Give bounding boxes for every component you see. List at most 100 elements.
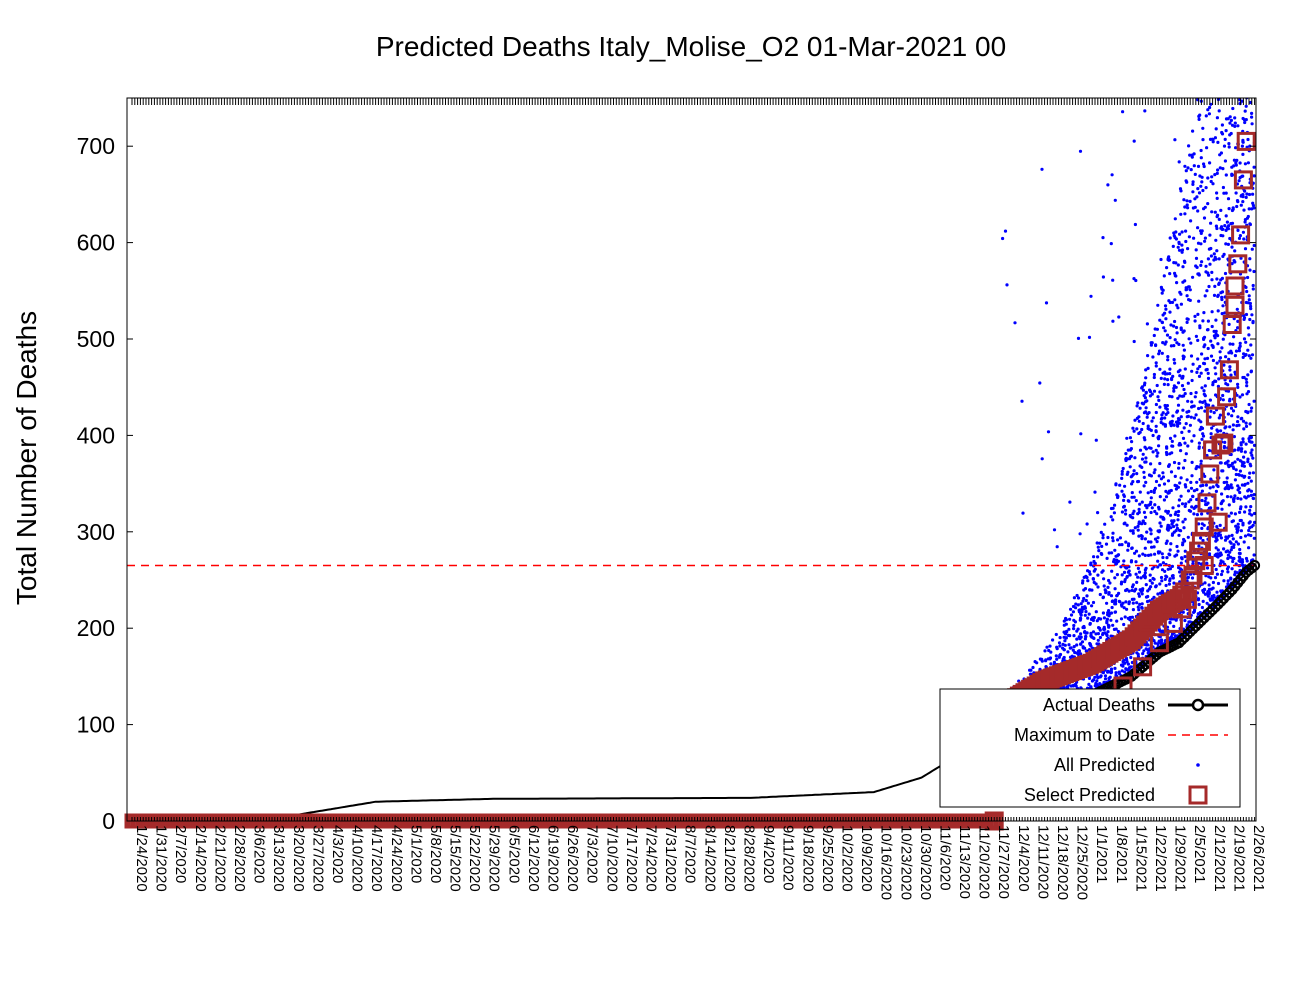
predicted-point: [1189, 168, 1193, 172]
x-tick-label: 10/30/2020: [917, 825, 934, 900]
predicted-point: [1242, 208, 1246, 212]
predicted-point: [1190, 378, 1194, 383]
predicted-point: [1236, 92, 1239, 95]
predicted-point: [1122, 559, 1126, 563]
predicted-point: [1170, 632, 1174, 636]
predicted-point: [1109, 515, 1113, 519]
predicted-point: [1175, 409, 1180, 413]
predicted-point: [1031, 665, 1035, 670]
predicted-point: [1113, 198, 1117, 202]
predicted-point: [1234, 468, 1238, 472]
predicted-point: [1186, 535, 1190, 539]
predicted-point: [1174, 325, 1179, 330]
predicted-point: [1232, 158, 1236, 162]
predicted-point: [1233, 370, 1237, 374]
predicted-point: [1235, 204, 1239, 209]
predicted-point: [1219, 278, 1223, 282]
predicted-point: [1079, 612, 1083, 616]
predicted-point: [1189, 415, 1193, 419]
predicted-point: [1244, 340, 1248, 344]
predicted-point: [1126, 548, 1130, 552]
predicted-point: [1243, 482, 1247, 486]
x-axis: 1/24/2020 1/31/2020 2/7/2020 2/14/2020 2/21/…: [131, 98, 1267, 900]
predicted-point: [1208, 486, 1212, 490]
predicted-point: [1196, 312, 1200, 316]
predicted-point: [1144, 410, 1148, 414]
predicted-point: [1225, 476, 1229, 480]
predicted-point: [1210, 278, 1214, 282]
predicted-point: [1180, 250, 1184, 254]
predicted-point: [1165, 333, 1170, 337]
predicted-point: [1179, 292, 1183, 296]
predicted-point: [1145, 322, 1149, 326]
predicted-point: [1199, 229, 1203, 233]
predicted-point: [1217, 257, 1221, 261]
predicted-point: [1122, 570, 1127, 575]
predicted-point: [1191, 190, 1195, 194]
predicted-point: [1152, 471, 1156, 475]
predicted-point: [1226, 242, 1230, 246]
predicted-point: [1149, 585, 1153, 589]
predicted-point: [1141, 388, 1145, 392]
predicted-point: [1171, 576, 1175, 580]
predicted-point: [1226, 570, 1230, 574]
predicted-point: [1239, 518, 1243, 523]
predicted-point: [1129, 559, 1134, 563]
predicted-point: [1124, 508, 1128, 512]
predicted-point: [1157, 505, 1161, 509]
predicted-point: [1203, 236, 1207, 240]
x-tick-label: 1/15/2021: [1132, 825, 1149, 892]
predicted-point: [1185, 294, 1189, 298]
predicted-point: [1211, 580, 1215, 585]
x-tick-label: 8/28/2020: [741, 825, 758, 892]
predicted-point: [1190, 576, 1195, 580]
predicted-point: [1109, 242, 1113, 246]
predicted-point: [1143, 445, 1147, 449]
predicted-point: [1173, 298, 1177, 302]
predicted-point: [1190, 155, 1194, 159]
predicted-point: [1232, 164, 1236, 168]
predicted-point: [1252, 165, 1256, 169]
predicted-point: [1153, 641, 1157, 645]
predicted-point: [1148, 573, 1152, 577]
actual-deaths-point: [1179, 631, 1191, 643]
predicted-point: [1228, 121, 1232, 125]
predicted-point: [1194, 334, 1198, 338]
predicted-point: [1250, 111, 1254, 115]
predicted-point: [1142, 470, 1146, 474]
predicted-point: [1244, 300, 1248, 305]
predicted-point: [1140, 602, 1144, 606]
predicted-point: [1236, 484, 1240, 488]
predicted-point: [1209, 339, 1213, 343]
predicted-point: [1192, 489, 1196, 493]
x-tick-label: 5/1/2020: [407, 825, 424, 883]
predicted-point: [1209, 354, 1214, 358]
predicted-point: [1157, 551, 1161, 555]
predicted-point: [1119, 663, 1124, 667]
predicted-point: [1165, 446, 1169, 450]
x-tick-label: 8/14/2020: [701, 825, 718, 892]
predicted-point: [1110, 569, 1114, 573]
predicted-point: [1152, 639, 1156, 643]
predicted-point: [1230, 221, 1235, 225]
x-tick-label: 3/20/2020: [290, 825, 307, 892]
predicted-point: [1081, 599, 1085, 603]
predicted-point: [1163, 304, 1168, 308]
predicted-point: [1186, 166, 1190, 170]
predicted-point: [1142, 484, 1146, 488]
predicted-point: [1225, 220, 1229, 224]
predicted-point: [1062, 647, 1066, 652]
predicted-point: [1194, 413, 1198, 417]
predicted-point: [1183, 549, 1187, 553]
predicted-point: [1249, 436, 1253, 440]
predicted-point: [1179, 494, 1183, 498]
predicted-point: [1183, 539, 1187, 543]
predicted-point: [1187, 235, 1191, 239]
predicted-point: [1215, 483, 1219, 487]
predicted-point: [1049, 662, 1053, 666]
predicted-point: [1135, 472, 1139, 476]
x-tick-label: 9/25/2020: [819, 825, 836, 892]
predicted-point: [1214, 567, 1218, 572]
predicted-point: [1221, 167, 1225, 171]
predicted-point: [1246, 92, 1249, 95]
